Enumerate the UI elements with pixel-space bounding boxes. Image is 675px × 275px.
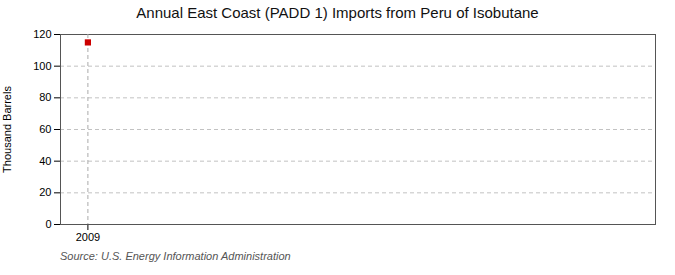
svg-text:100: 100 [33,60,51,72]
svg-text:60: 60 [39,123,51,135]
html-text:Source: U.S. Energy Informatio: Source: U.S. Energy Information Administ… [60,250,291,262]
svg-text:2009: 2009 [76,231,100,243]
svg-text:120: 120 [33,28,51,40]
svg-text:80: 80 [39,91,51,103]
svg-text:40: 40 [39,155,51,167]
html-text:Annual East Coast (PADD 1) Imp: Annual East Coast (PADD 1) Imports from … [136,4,539,21]
svg-text:0: 0 [45,218,51,230]
svg-text:Thousand Barrels: Thousand Barrels [1,86,13,173]
svg-text:20: 20 [39,186,51,198]
